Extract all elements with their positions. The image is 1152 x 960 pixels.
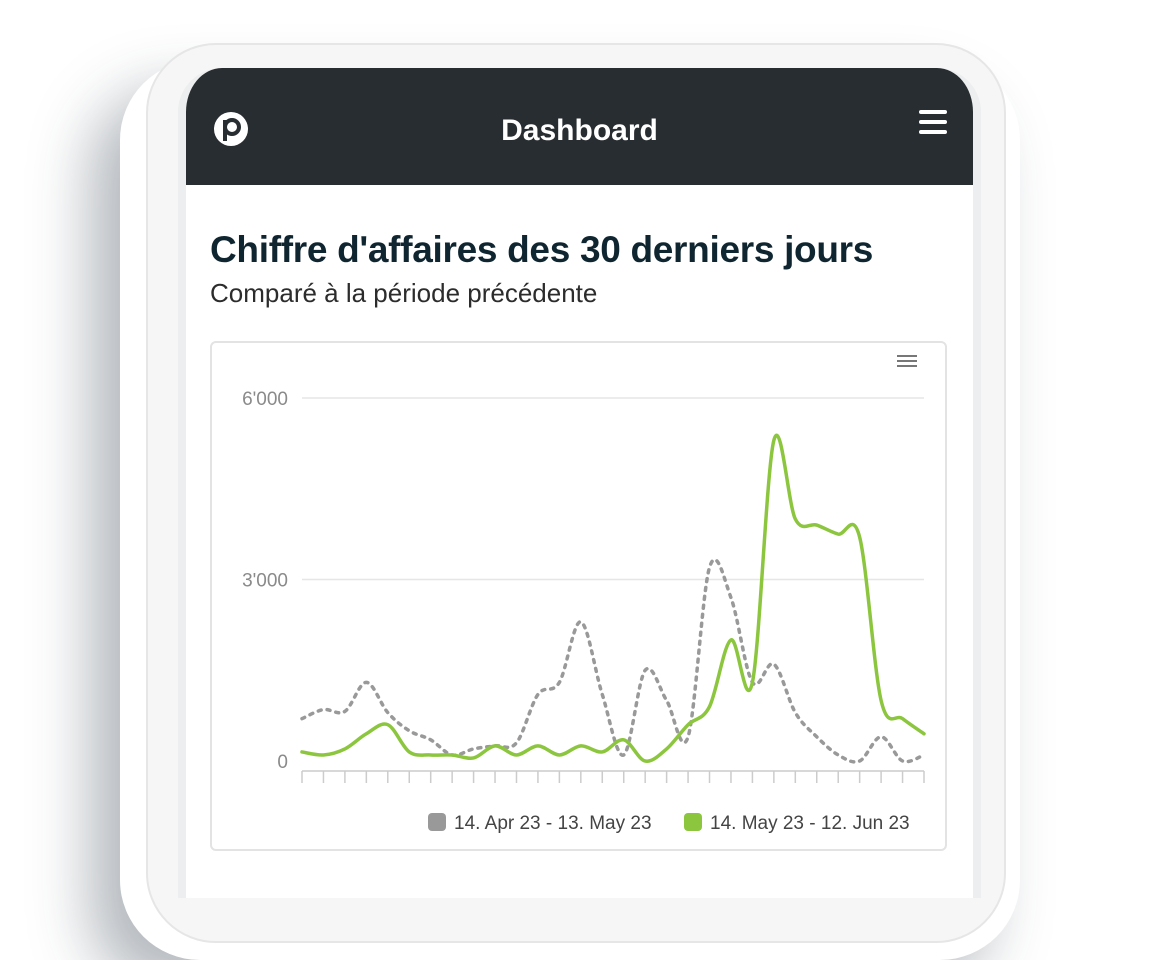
revenue-chart-card: 6'000 3'000 0 14. Apr 23 - 13. May 23 14. Ma… [210, 341, 947, 851]
y-tick-label: 6'000 [242, 389, 288, 410]
app-header: Dashboard [186, 68, 973, 185]
phone-screen: Dashboard Chiffre d'affaires des 30 dern… [178, 68, 981, 898]
hamburger-menu-icon[interactable] [919, 110, 949, 136]
series-line-1 [300, 557, 926, 764]
chart-options-icon[interactable] [897, 355, 917, 369]
legend-swatch-2 [684, 813, 702, 831]
y-tick-label: 3'000 [242, 571, 288, 592]
legend-swatch-1 [428, 813, 446, 831]
series-line-2 [300, 433, 926, 763]
y-tick-label: 0 [277, 752, 288, 773]
legend-label-1: 14. Apr 23 - 13. May 23 [454, 813, 652, 834]
revenue-line-chart: 6'000 3'000 0 14. Apr 23 - 13. May 23 14. Ma… [242, 389, 926, 834]
page-title: Dashboard [501, 113, 658, 147]
brand-logo-icon[interactable] [213, 111, 249, 147]
section-heading: Chiffre d'affaires des 30 derniers jours [210, 229, 874, 270]
section-subheading: Comparé à la période précédente [210, 278, 598, 308]
legend-label-2: 14. May 23 - 12. Jun 23 [710, 813, 910, 834]
main-content: Chiffre d'affaires des 30 derniers jours… [210, 228, 949, 309]
